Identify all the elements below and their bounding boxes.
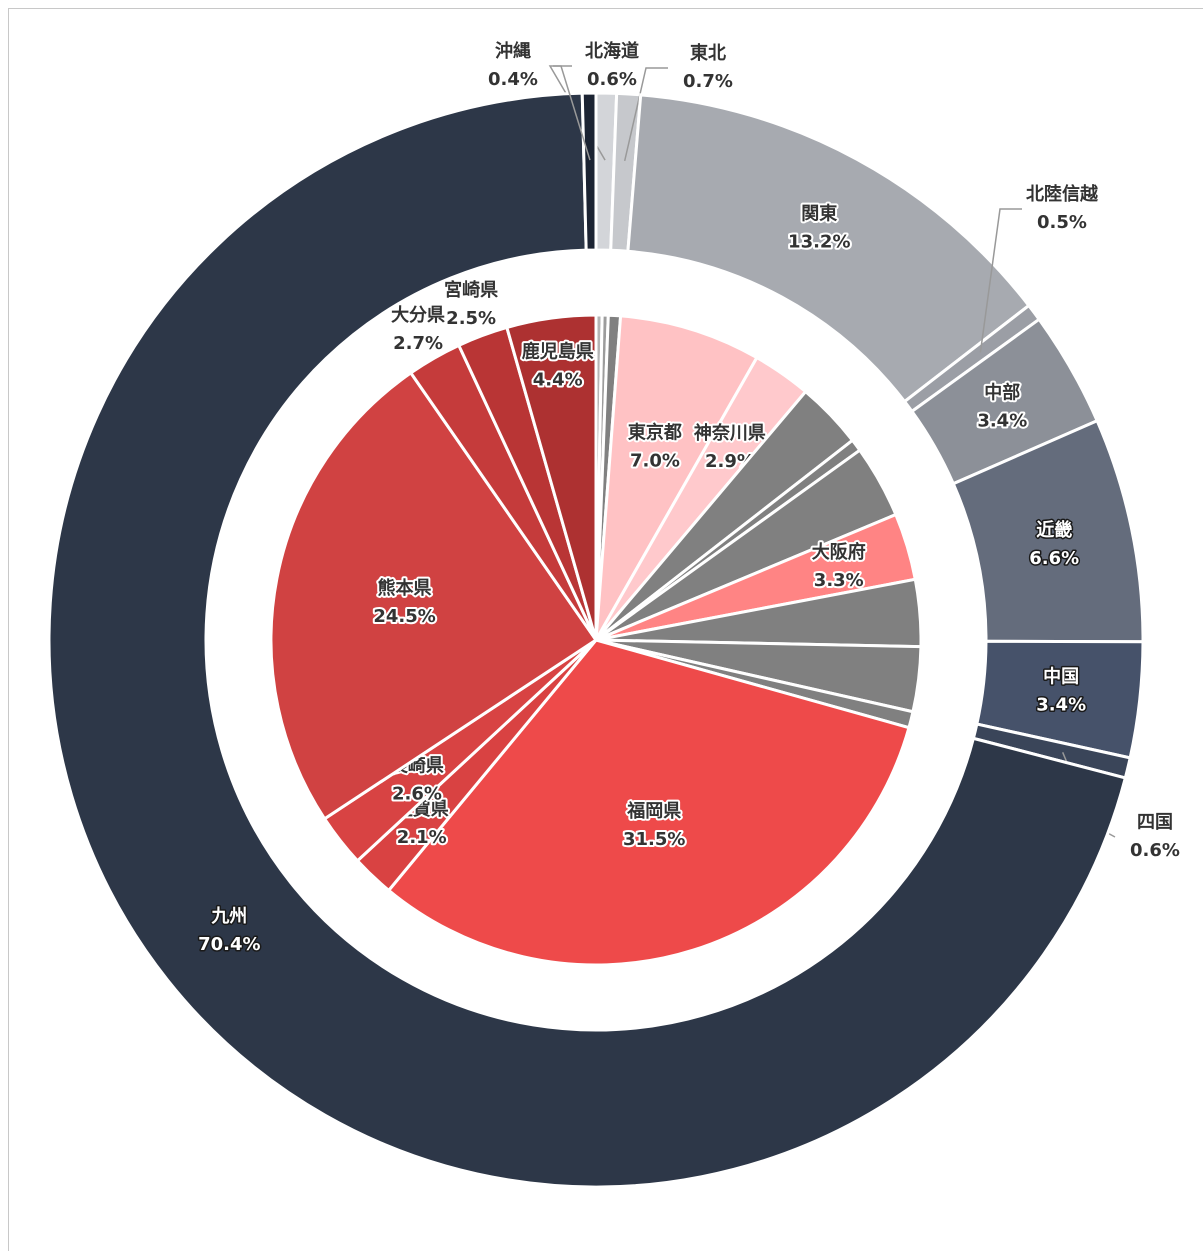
- slice-value-label: 0.5%: [1037, 212, 1087, 233]
- slice-label: 近畿: [1036, 519, 1072, 541]
- slice-label: 中国: [1043, 665, 1079, 687]
- ring-slice: [580, 91, 598, 252]
- slice-label: 九州: [210, 906, 247, 927]
- slice-value-label: 0.7%: [683, 71, 733, 92]
- slice-label: 東京都: [628, 421, 682, 443]
- slice-label: 関東: [801, 203, 837, 225]
- pie-slice: [594, 314, 759, 641]
- slice-label: 北陸信越: [1026, 183, 1099, 205]
- slice-label: 中部: [984, 382, 1020, 404]
- leader-line: [623, 67, 668, 162]
- slice-value-label: 3.4%: [1036, 694, 1086, 715]
- slice-value-label: 24.5%: [373, 606, 435, 627]
- slice-label: 神奈川県: [694, 422, 766, 444]
- slice-label: 大阪府: [812, 541, 866, 563]
- leader-line: [553, 65, 591, 161]
- slice-value-label: 3.3%: [814, 570, 864, 591]
- pie-slice: [386, 638, 911, 967]
- slice-value-label: 70.4%: [198, 934, 260, 955]
- slice-label: 北海道: [585, 40, 639, 62]
- slice-value-label: 31.5%: [623, 829, 685, 850]
- slice-value-label: 3.4%: [977, 411, 1027, 432]
- slice-label: 東北: [690, 42, 726, 64]
- slice-value-label: 7.0%: [630, 450, 680, 471]
- slice-value-label: 0.4%: [488, 69, 538, 90]
- slice-value-label: 0.6%: [587, 69, 637, 90]
- slice-value-label: 6.6%: [1029, 548, 1079, 569]
- slice-label: 宮崎県: [444, 279, 498, 301]
- slice-value-label: 2.1%: [397, 827, 447, 848]
- slice-value-label: 0.6%: [1130, 840, 1180, 861]
- leader-line: [979, 208, 1022, 353]
- pie-slice: [505, 313, 598, 641]
- slice-label: 四国: [1137, 812, 1173, 833]
- slice-label: 福岡県: [626, 800, 681, 822]
- ring-slice: [47, 91, 1128, 1189]
- slice-label: 沖縄: [495, 40, 531, 62]
- slice-label: 大分県: [391, 304, 445, 326]
- slice-value-label: 2.7%: [393, 333, 443, 354]
- pie-slice: [269, 370, 599, 821]
- slice-value-label: 13.2%: [788, 232, 850, 253]
- slice-value-label: 2.6%: [392, 783, 442, 804]
- slice-value-label: 2.5%: [446, 308, 496, 329]
- slice-value-label: 4.4%: [533, 369, 583, 390]
- slice-label: 鹿児島県: [522, 340, 594, 362]
- frame: [8, 8, 1203, 1251]
- slice-label: 熊本県: [378, 577, 432, 599]
